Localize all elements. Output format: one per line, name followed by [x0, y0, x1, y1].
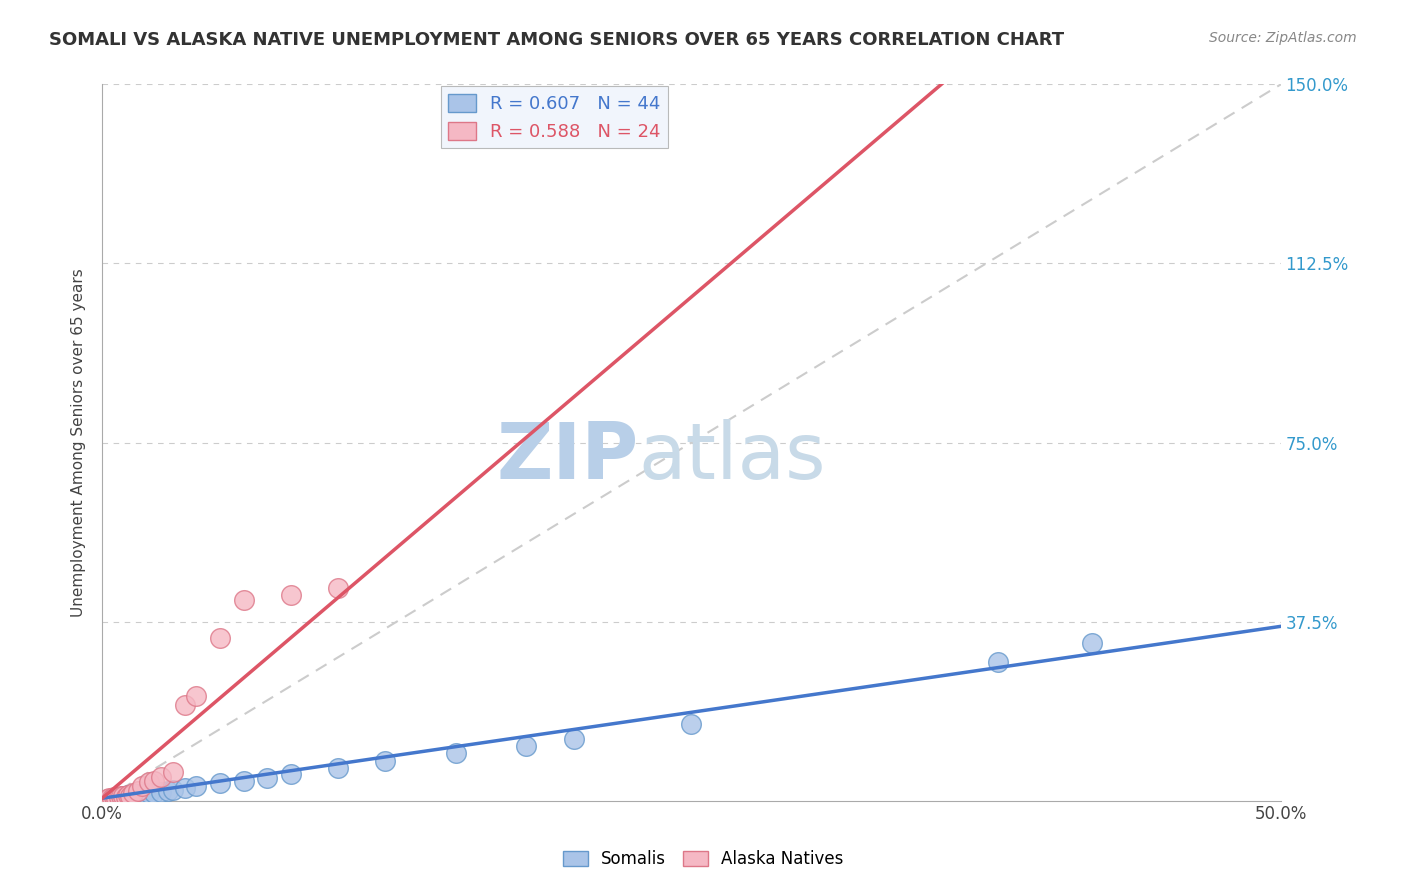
Point [134, 787, 156, 801]
Point [110, 790, 132, 805]
Point [98, 792, 121, 806]
Point [112, 789, 135, 804]
Point [681, 717, 703, 731]
Point [138, 786, 160, 800]
Point [96, 792, 118, 806]
Point [256, 771, 278, 785]
Point [100, 792, 122, 806]
Point [1081, 636, 1104, 650]
Point [121, 787, 143, 801]
Point [105, 791, 128, 805]
Point [112, 789, 135, 803]
Point [186, 689, 208, 703]
Point [100, 790, 122, 805]
Point [114, 789, 136, 804]
Point [105, 791, 128, 805]
Point [987, 655, 1010, 669]
Point [117, 789, 139, 803]
Point [107, 791, 129, 805]
Point [562, 731, 585, 746]
Point [103, 790, 125, 805]
Point [114, 790, 136, 805]
Point [374, 755, 396, 769]
Point [326, 581, 349, 595]
Point [143, 785, 166, 799]
Point [117, 789, 139, 804]
Point [120, 789, 142, 803]
Point [162, 764, 184, 779]
Y-axis label: Unemployment Among Seniors over 65 years: Unemployment Among Seniors over 65 years [72, 268, 86, 617]
Point [110, 789, 132, 804]
Legend: Somalis, Alaska Natives: Somalis, Alaska Natives [555, 844, 851, 875]
Point [143, 773, 166, 788]
Point [98, 791, 121, 805]
Point [127, 788, 149, 802]
Point [114, 789, 136, 803]
Point [232, 773, 254, 788]
Text: Source: ZipAtlas.com: Source: ZipAtlas.com [1209, 31, 1357, 45]
Text: SOMALI VS ALASKA NATIVE UNEMPLOYMENT AMONG SENIORS OVER 65 YEARS CORRELATION CHA: SOMALI VS ALASKA NATIVE UNEMPLOYMENT AMO… [49, 31, 1064, 49]
Point [120, 789, 142, 803]
Point [121, 789, 143, 803]
Legend: R = 0.607   N = 44, R = 0.588   N = 24: R = 0.607 N = 44, R = 0.588 N = 24 [441, 87, 668, 148]
Point [117, 788, 139, 802]
Text: ZIP: ZIP [496, 419, 638, 495]
Point [157, 783, 180, 797]
Point [150, 770, 173, 784]
Point [444, 746, 467, 760]
Point [105, 790, 128, 805]
Point [129, 787, 152, 801]
Point [209, 632, 232, 646]
Text: atlas: atlas [638, 419, 825, 495]
Point [124, 788, 146, 802]
Point [103, 791, 125, 805]
Point [173, 698, 195, 713]
Point [173, 781, 195, 796]
Point [107, 790, 129, 805]
Point [120, 788, 142, 802]
Point [515, 739, 537, 753]
Point [186, 779, 208, 793]
Point [232, 593, 254, 607]
Point [280, 767, 302, 781]
Point [150, 784, 173, 798]
Point [110, 789, 132, 804]
Point [209, 776, 232, 790]
Point [112, 790, 135, 805]
Point [103, 791, 125, 805]
Point [131, 788, 153, 802]
Point [138, 775, 160, 789]
Point [96, 792, 118, 806]
Point [326, 761, 349, 775]
Point [131, 779, 153, 793]
Point [127, 784, 149, 798]
Point [280, 588, 302, 602]
Point [107, 789, 129, 804]
Point [162, 782, 184, 797]
